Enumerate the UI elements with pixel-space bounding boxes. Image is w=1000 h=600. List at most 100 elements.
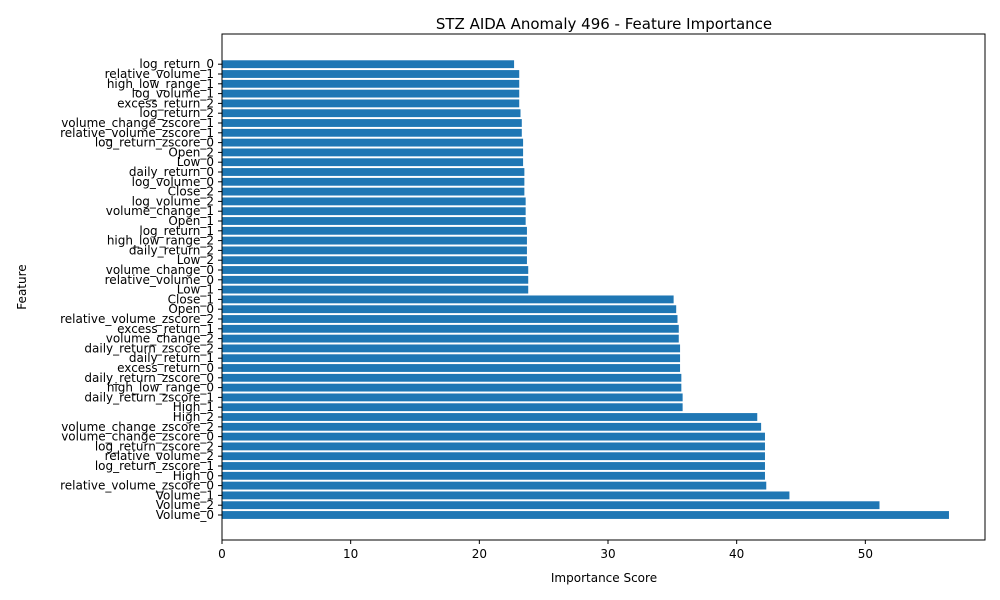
bar-excess_return_0 — [222, 364, 681, 372]
x-tick-label: 30 — [600, 547, 615, 561]
y-tick-label: Open_1 — [168, 214, 214, 228]
y-tick-label: relative_volume_zscore_0 — [60, 479, 214, 493]
y-tick-label: relative_volume_2 — [105, 449, 214, 463]
y-tick-label: excess_return_2 — [117, 96, 214, 110]
y-tick-label: daily_return_0 — [129, 165, 214, 179]
y-tick-label: high_low_range_0 — [107, 381, 214, 395]
y-tick-label: High_0 — [173, 469, 214, 483]
y-tick-label: Low_1 — [177, 283, 214, 297]
y-tick-label: excess_return_1 — [117, 322, 214, 336]
bar-daily_return_2 — [222, 246, 527, 255]
y-tick-label: log_return_0 — [139, 57, 214, 71]
bar-Open_2 — [222, 148, 524, 157]
y-tick-label: log_return_zscore_2 — [95, 439, 214, 453]
y-tick-label: Volume_0 — [156, 508, 214, 522]
bar-Volume_0 — [222, 511, 949, 519]
y-tick-label: Open_2 — [168, 145, 214, 159]
bar-Low_1 — [222, 285, 529, 294]
bar-daily_return_1 — [222, 354, 681, 363]
y-tick-label: daily_return_1 — [129, 351, 214, 365]
bar-Low_2 — [222, 256, 527, 265]
y-axis-label: Feature — [15, 264, 29, 309]
bar-log_return_zscore_1 — [222, 462, 765, 470]
y-tick-label: High_1 — [173, 400, 214, 414]
chart-title: STZ AIDA Anomaly 496 - Feature Importanc… — [436, 15, 772, 33]
y-tick-label: relative_volume_zscore_2 — [60, 312, 214, 326]
bar-relative_volume_zscore_1 — [222, 128, 522, 137]
bar-daily_return_0 — [222, 168, 525, 176]
x-axis-label: Importance Score — [551, 571, 657, 585]
bar-high_low_range_1 — [222, 79, 520, 88]
bar-daily_return_zscore_0 — [222, 373, 682, 382]
y-tick-label: volume_change_0 — [106, 263, 214, 277]
bar-Volume_2 — [222, 501, 880, 510]
bar-excess_return_1 — [222, 324, 679, 333]
bar-relative_volume_zscore_2 — [222, 315, 678, 323]
y-tick-label: log_return_2 — [139, 106, 214, 120]
y-tick-label: Low_2 — [177, 253, 214, 267]
bar-volume_change_0 — [222, 266, 529, 274]
bar-volume_change_zscore_1 — [222, 119, 522, 127]
bar-relative_volume_0 — [222, 275, 529, 284]
x-tick-label: 20 — [472, 547, 487, 561]
bar-High_0 — [222, 471, 765, 480]
bar-Close_1 — [222, 295, 674, 304]
bar-volume_change_zscore_0 — [222, 432, 765, 441]
y-tick-label: Volume_2 — [156, 498, 214, 512]
y-tick-label: volume_change_1 — [106, 204, 214, 218]
bar-log_return_zscore_2 — [222, 442, 765, 451]
y-tick-label: log_volume_1 — [132, 87, 214, 101]
bar-Volume_1 — [222, 491, 790, 500]
bar-Close_2 — [222, 187, 525, 196]
bar-Open_1 — [222, 217, 526, 225]
y-tick-label: Volume_1 — [156, 488, 214, 502]
y-tick-label: volume_change_zscore_1 — [61, 116, 214, 130]
y-tick-label: daily_return_zscore_0 — [84, 371, 214, 385]
y-tick-label: daily_return_2 — [129, 243, 214, 257]
bar-log_volume_0 — [222, 177, 525, 186]
bar-relative_volume_1 — [222, 70, 520, 78]
y-tick-label: high_low_range_1 — [107, 77, 214, 91]
bar-daily_return_zscore_1 — [222, 393, 683, 402]
y-tick-label: high_low_range_2 — [107, 234, 214, 248]
y-tick-label: log_return_1 — [139, 224, 214, 238]
bar-High_2 — [222, 413, 758, 421]
bar-Open_0 — [222, 305, 677, 314]
x-tick-label: 40 — [729, 547, 744, 561]
bars-group — [222, 60, 949, 519]
bar-relative_volume_zscore_0 — [222, 481, 767, 490]
x-tick-label: 0 — [218, 547, 226, 561]
y-tick-label: volume_change_zscore_0 — [61, 430, 214, 444]
bar-log_volume_2 — [222, 197, 526, 206]
bar-log_return_1 — [222, 226, 527, 235]
x-tick-label: 10 — [343, 547, 358, 561]
x-tick-label: 50 — [858, 547, 873, 561]
bar-excess_return_2 — [222, 99, 520, 108]
plot-frame — [221, 33, 986, 541]
y-axis-ticks: Volume_0Volume_2Volume_1relative_volume_… — [60, 57, 222, 522]
bar-high_low_range_2 — [222, 236, 527, 245]
y-tick-label: Close_2 — [168, 185, 214, 199]
y-tick-label: High_2 — [173, 410, 214, 424]
y-tick-label: excess_return_0 — [117, 361, 214, 375]
bar-log_return_2 — [222, 109, 521, 118]
y-tick-label: Close_1 — [168, 292, 214, 306]
y-tick-label: relative_volume_0 — [105, 273, 214, 287]
bar-log_return_zscore_0 — [222, 138, 524, 147]
y-tick-label: log_return_zscore_1 — [95, 459, 214, 473]
y-tick-label: daily_return_zscore_2 — [84, 341, 214, 355]
y-tick-label: relative_volume_zscore_1 — [60, 126, 214, 140]
x-axis-ticks: 0 10 20 30 40 50 — [218, 540, 873, 561]
bar-log_volume_1 — [222, 89, 520, 98]
bar-relative_volume_2 — [222, 452, 765, 461]
y-tick-label: log_volume_2 — [132, 194, 214, 208]
y-tick-label: daily_return_zscore_1 — [84, 390, 214, 404]
y-tick-label: Open_0 — [168, 302, 214, 316]
y-tick-label: volume_change_zscore_2 — [61, 420, 214, 434]
y-tick-label: log_return_zscore_0 — [95, 136, 214, 150]
bar-Low_0 — [222, 158, 524, 167]
y-tick-label: relative_volume_1 — [105, 67, 214, 81]
bar-high_low_range_0 — [222, 383, 682, 392]
y-tick-label: volume_change_2 — [106, 332, 214, 346]
